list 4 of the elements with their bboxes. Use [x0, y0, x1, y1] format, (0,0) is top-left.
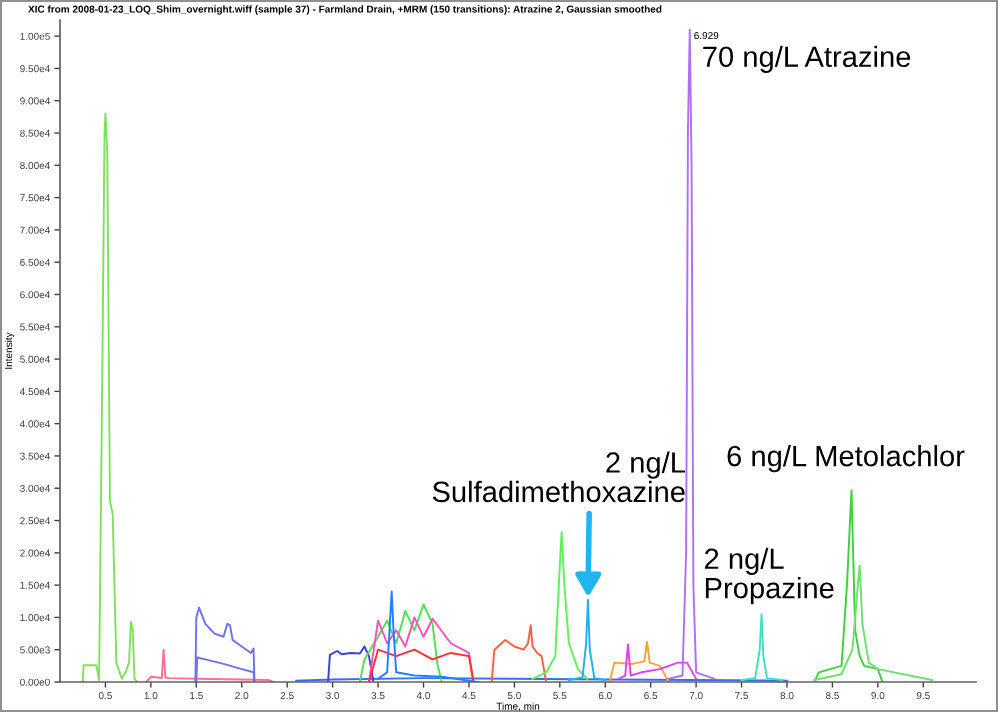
annotation: 2 ng/L Sulfadimethoxazine: [432, 451, 686, 503]
annotation: 6 ng/L Metolachlor: [727, 444, 965, 473]
annotation: 70 ng/L Atrazine: [703, 45, 911, 73]
annotation: 2 ng/L Propazine: [705, 547, 834, 605]
